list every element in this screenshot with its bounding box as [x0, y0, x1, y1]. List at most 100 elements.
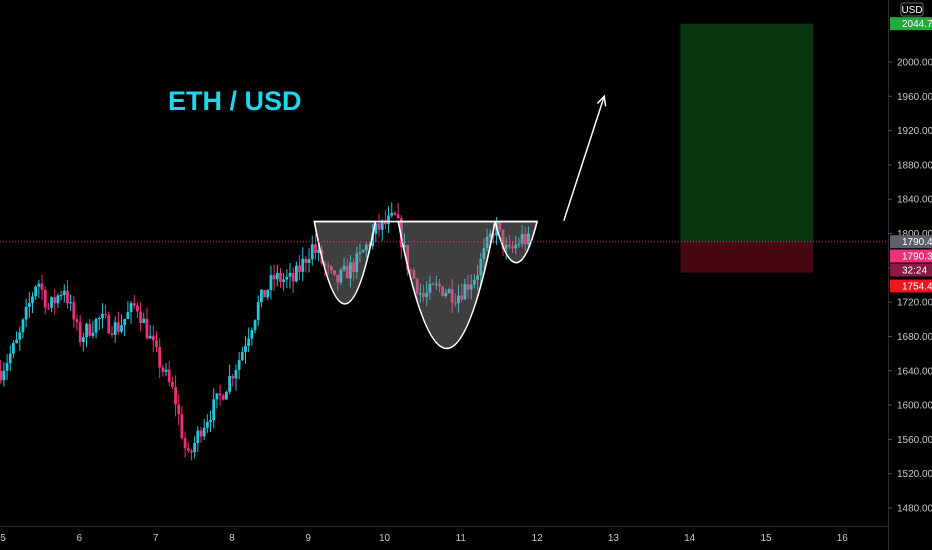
- trend-arrow[interactable]: [563, 94, 607, 221]
- candle: [288, 262, 292, 289]
- y-tick-label: 1680.00: [897, 332, 932, 343]
- y-tick-label: 2000.00: [897, 58, 932, 69]
- candle: [527, 226, 530, 249]
- candle: [158, 338, 162, 379]
- candle: [123, 318, 127, 337]
- position-tool[interactable]: [680, 23, 814, 273]
- candle: [69, 294, 73, 311]
- candle: [170, 376, 174, 390]
- candle: [444, 288, 448, 299]
- candle: [345, 258, 349, 279]
- cup-pattern-drawing[interactable]: [313, 94, 607, 350]
- candle: [43, 286, 47, 315]
- candle: [37, 280, 41, 298]
- candle: [31, 292, 34, 314]
- y-tick-label: 1560.00: [897, 435, 932, 446]
- candle: [482, 238, 486, 269]
- candle: [110, 325, 114, 338]
- candle: [253, 319, 257, 334]
- candle: [498, 222, 502, 233]
- candle: [463, 278, 467, 300]
- candle: [326, 261, 330, 275]
- x-tick-label: 11: [456, 533, 467, 544]
- candle: [24, 298, 28, 328]
- candle: [361, 249, 365, 253]
- y-tick-label: 1800.00: [897, 229, 932, 240]
- candle: [228, 364, 232, 395]
- candle: [247, 327, 251, 353]
- x-tick-label: 16: [837, 533, 849, 544]
- candle: [129, 300, 133, 324]
- candle: [81, 332, 85, 352]
- y-tick-label: 1960.00: [897, 92, 932, 103]
- price-tag-last[interactable]: 1790.31: [890, 249, 932, 263]
- candle: [282, 272, 286, 291]
- candle: [104, 304, 108, 319]
- x-tick-label: 8: [229, 533, 235, 544]
- candle: [457, 284, 460, 313]
- candle: [469, 274, 473, 300]
- candle: [342, 257, 346, 273]
- profit-zone[interactable]: [680, 23, 814, 242]
- candle: [136, 303, 139, 319]
- candle: [485, 228, 489, 252]
- cup-shape-2[interactable]: [397, 220, 497, 350]
- price-tag-stop[interactable]: 1754.44: [890, 279, 932, 293]
- candle: [221, 393, 225, 401]
- candle: [151, 325, 155, 353]
- candle: [177, 393, 181, 426]
- currency-badge[interactable]: USD: [900, 2, 924, 17]
- candle: [438, 279, 441, 293]
- candle: [333, 270, 336, 277]
- price-tag-target[interactable]: 2044.71: [890, 17, 932, 31]
- candle: [66, 279, 69, 309]
- price-tag-current[interactable]: 1790.48: [890, 235, 932, 249]
- loss-zone[interactable]: [680, 241, 814, 273]
- svg-text:2044.71: 2044.71: [902, 19, 932, 30]
- candle: [256, 295, 260, 326]
- candle: [244, 336, 247, 364]
- candle: [186, 442, 190, 454]
- candle: [266, 288, 270, 301]
- y-tick-label: 1880.00: [897, 160, 932, 171]
- candle: [285, 269, 289, 289]
- svg-text:32:24: 32:24: [902, 266, 927, 277]
- candle: [393, 211, 397, 217]
- svg-text:1754.44: 1754.44: [902, 282, 932, 293]
- candle: [269, 265, 273, 300]
- candle: [523, 226, 527, 252]
- candle: [212, 388, 216, 429]
- candle: [56, 293, 60, 309]
- svg-text:1790.48: 1790.48: [902, 237, 932, 248]
- candle: [364, 241, 368, 258]
- candle: [314, 233, 317, 260]
- price-tag-countdown[interactable]: 32:24: [890, 263, 932, 277]
- candle: [101, 303, 104, 329]
- candle: [174, 375, 177, 417]
- candle: [0, 359, 3, 384]
- candle: [406, 244, 410, 276]
- candle: [396, 203, 400, 219]
- candle: [473, 274, 476, 289]
- candle: [12, 340, 15, 359]
- candle: [132, 295, 136, 309]
- candle: [425, 281, 429, 307]
- candle: [387, 206, 390, 233]
- candle: [307, 248, 311, 273]
- candle: [431, 281, 435, 286]
- time-axis[interactable]: 5 6 7 8 9 10 11 12 13 14 15 16: [0, 526, 932, 550]
- y-tick-label: 1920.00: [897, 126, 932, 137]
- x-tick-label: 10: [379, 533, 391, 544]
- candle: [180, 406, 184, 440]
- candle: [294, 261, 298, 283]
- candle: [336, 274, 340, 291]
- candle: [428, 275, 432, 300]
- price-axis[interactable]: 1480.00 1520.00 1560.00 1600.00 1640.00 1680.…: [888, 0, 932, 550]
- candle: [358, 243, 362, 263]
- candle: [304, 255, 308, 273]
- candle: [310, 235, 314, 266]
- candle: [53, 289, 57, 315]
- candle: [50, 296, 53, 313]
- candle: [116, 311, 120, 335]
